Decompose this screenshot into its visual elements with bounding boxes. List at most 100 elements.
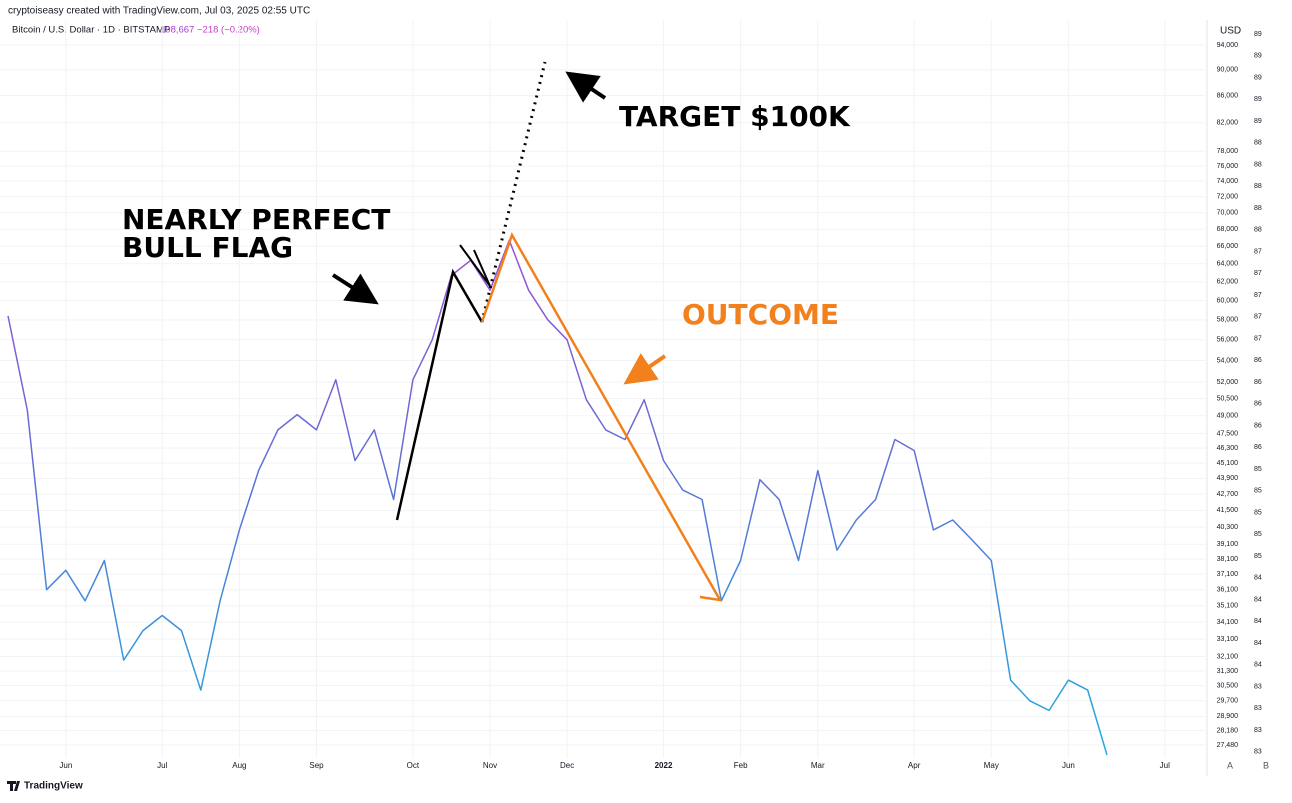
annotation: TARGET $100K [619,100,851,133]
price-strip-label: 84 [1254,618,1262,625]
arrow [565,71,607,103]
y-tick-label: 30,500 [1217,682,1239,689]
price-strip-label: 87 [1254,248,1262,255]
price-strip-label: 87 [1254,335,1262,342]
y-tick-label: 42,700 [1217,491,1239,498]
y-tick-label: 29,700 [1217,698,1239,705]
x-tick-label: Mar [811,761,825,770]
price-strip-label: 85 [1254,509,1262,516]
y-tick-label: 34,100 [1217,619,1239,626]
y-tick-label: 52,000 [1217,379,1239,386]
price-strip-label: 83 [1254,683,1262,690]
y-tick-label: 33,100 [1217,636,1239,643]
price-strip-label: 86 [1254,422,1262,429]
x-tick-label: Apr [908,761,921,770]
y-tick-label: 39,100 [1217,541,1239,548]
y-tick-label: 32,100 [1217,653,1239,660]
y-tick-label: 54,000 [1217,357,1239,364]
x-tick-label: 2022 [655,761,673,770]
price-strip-label: 87 [1254,314,1262,321]
price-strip-label: 88 [1254,140,1262,147]
annotation: OUTCOME [682,298,839,331]
price-line [7,239,1108,756]
arrow [623,353,667,385]
price-strip-label: 88 [1254,161,1262,168]
y-tick-label: 50,500 [1217,395,1239,402]
drawings [331,61,723,602]
y-tick-label: 37,100 [1217,571,1239,578]
y-tick-label: 28,900 [1217,713,1239,720]
price-strip-label: 84 [1254,640,1262,647]
price-strip-label: 87 [1254,270,1262,277]
x-tick-label: Jun [1062,761,1075,770]
y-tick-label: 58,000 [1217,317,1239,324]
price-strip-label: 89 [1254,118,1262,125]
y-tick-label: 64,000 [1217,261,1239,268]
price-strip-label: 85 [1254,466,1262,473]
y-tick-label: 35,100 [1217,603,1239,610]
price-strip-label: 89 [1254,74,1262,81]
x-tick-label: May [984,761,999,770]
price-strip-label: 86 [1254,444,1262,451]
price-strip-label: 84 [1254,596,1262,603]
y-tick-label: 38,100 [1217,556,1239,563]
scale-button[interactable]: B [1263,760,1269,770]
price-strip-label: 84 [1254,662,1262,669]
price-strip-label: 88 [1254,183,1262,190]
x-tick-label: Feb [734,761,748,770]
price-strip-label: 83 [1254,749,1262,756]
currency: USD [1220,26,1241,37]
x-tick-label: Nov [483,761,497,770]
last-price: 108,667 [160,25,194,36]
x-tick-label: Jul [1160,761,1170,770]
price-strip-label: 89 [1254,53,1262,60]
outcome-line [480,231,723,602]
price-strip-label: 86 [1254,379,1262,386]
legend-symbol: Bitcoin / U.S. Dollar · 1D · BITSTAMP [12,25,170,36]
price-strip-label: 87 [1254,292,1262,299]
logo [7,781,20,791]
price-strip-label: 88 [1254,227,1262,234]
price-strip-label: 85 [1254,531,1262,538]
y-tick-label: 49,000 [1217,413,1239,420]
x-tick-label: Sep [309,761,324,770]
y-tick-label: 70,000 [1217,210,1239,217]
y-tick-label: 56,000 [1217,337,1239,344]
plot: 94,000 90,000 86,000 82,000 78,000 76,000 74,0… [0,20,1262,770]
y-tick-label: 90,000 [1217,67,1239,74]
price-strip-label: 84 [1254,575,1262,582]
y-tick-label: 78,000 [1217,148,1239,155]
price-strip-label: 86 [1254,401,1262,408]
y-tick-label: 47,500 [1217,430,1239,437]
price-strip-label: 85 [1254,488,1262,495]
price-strip-label: 86 [1254,357,1262,364]
header: cryptoiseasy created with TradingView.co… [8,6,310,17]
y-tick-label: 40,300 [1217,524,1239,531]
y-tick-label: 82,000 [1217,120,1239,127]
y-tick-label: 74,000 [1217,178,1239,185]
price-strip-label: 83 [1254,727,1262,734]
y-tick-label: 86,000 [1217,92,1239,99]
x-tick-label: Dec [560,761,574,770]
y-tick-label: 46,300 [1217,445,1239,452]
y-tick-label: 45,100 [1217,460,1239,467]
x-tick-label: Aug [232,761,246,770]
x-tick-label: Jul [157,761,167,770]
arrow [331,273,379,305]
y-tick-label: 94,000 [1217,42,1239,49]
price-strip-label: 88 [1254,205,1262,212]
x-tick-label: Jun [59,761,72,770]
annotation: NEARLY PERFECT [122,203,390,236]
footer: TradingView [24,781,83,792]
y-tick-label: 62,000 [1217,279,1239,286]
scale-button[interactable]: A [1227,760,1233,770]
price-strip-label: 89 [1254,31,1262,38]
y-tick-label: 31,300 [1217,668,1239,675]
y-tick-label: 76,000 [1217,163,1239,170]
annotation: BULL FLAG [122,231,293,264]
y-tick-label: 60,000 [1217,297,1239,304]
price-strip-label: 83 [1254,705,1262,712]
price-strip-label: 89 [1254,96,1262,103]
y-tick-label: 28,180 [1217,728,1239,735]
price-strip-label: 85 [1254,553,1262,560]
